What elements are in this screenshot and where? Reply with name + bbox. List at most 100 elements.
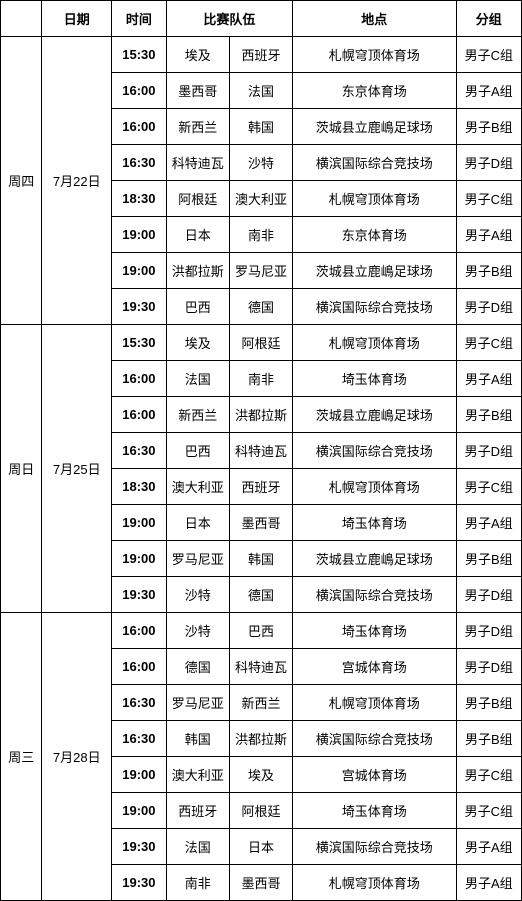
group-cell: 男子C组 (456, 757, 521, 793)
table-row: 周三7月28日16:00沙特巴西埼玉体育场男子D组 (1, 613, 522, 649)
group-cell: 男子D组 (456, 649, 521, 685)
team2-cell: 巴西 (229, 613, 292, 649)
date-cell: 7月25日 (42, 325, 112, 613)
group-cell: 男子A组 (456, 865, 521, 901)
team2-cell: 墨西哥 (229, 505, 292, 541)
team1-cell: 阿根廷 (166, 181, 229, 217)
team1-cell: 日本 (166, 217, 229, 253)
time-cell: 16:00 (112, 73, 166, 109)
group-cell: 男子B组 (456, 721, 521, 757)
time-cell: 19:00 (112, 541, 166, 577)
venue-cell: 埼玉体育场 (293, 793, 456, 829)
group-cell: 男子A组 (456, 73, 521, 109)
team1-cell: 埃及 (166, 37, 229, 73)
table-body: 周四7月22日15:30埃及西班牙札幌穹顶体育场男子C组16:00墨西哥法国东京… (1, 37, 522, 901)
venue-cell: 横滨国际综合竞技场 (293, 433, 456, 469)
team2-cell: 澳大利亚 (229, 181, 292, 217)
team2-cell: 南非 (229, 361, 292, 397)
team2-cell: 西班牙 (229, 37, 292, 73)
header-dow (1, 1, 42, 37)
team2-cell: 埃及 (229, 757, 292, 793)
team2-cell: 墨西哥 (229, 865, 292, 901)
team1-cell: 韩国 (166, 721, 229, 757)
venue-cell: 宫城体育场 (293, 757, 456, 793)
header-time: 时间 (112, 1, 166, 37)
group-cell: 男子A组 (456, 505, 521, 541)
venue-cell: 埼玉体育场 (293, 613, 456, 649)
day-of-week: 周日 (1, 325, 42, 613)
venue-cell: 横滨国际综合竞技场 (293, 577, 456, 613)
team2-cell: 洪都拉斯 (229, 721, 292, 757)
team2-cell: 韩国 (229, 541, 292, 577)
team1-cell: 法国 (166, 829, 229, 865)
team1-cell: 新西兰 (166, 397, 229, 433)
venue-cell: 茨城县立鹿嶋足球场 (293, 109, 456, 145)
time-cell: 19:00 (112, 757, 166, 793)
team1-cell: 新西兰 (166, 109, 229, 145)
team1-cell: 巴西 (166, 433, 229, 469)
team1-cell: 沙特 (166, 613, 229, 649)
time-cell: 15:30 (112, 37, 166, 73)
time-cell: 16:00 (112, 649, 166, 685)
time-cell: 18:30 (112, 181, 166, 217)
header-teams: 比赛队伍 (166, 1, 292, 37)
table-row: 周四7月22日15:30埃及西班牙札幌穹顶体育场男子C组 (1, 37, 522, 73)
time-cell: 16:30 (112, 721, 166, 757)
date-cell: 7月22日 (42, 37, 112, 325)
team1-cell: 澳大利亚 (166, 757, 229, 793)
team2-cell: 阿根廷 (229, 325, 292, 361)
venue-cell: 宫城体育场 (293, 649, 456, 685)
team1-cell: 罗马尼亚 (166, 541, 229, 577)
team1-cell: 科特迪瓦 (166, 145, 229, 181)
group-cell: 男子A组 (456, 361, 521, 397)
team2-cell: 科特迪瓦 (229, 649, 292, 685)
venue-cell: 埼玉体育场 (293, 361, 456, 397)
team2-cell: 法国 (229, 73, 292, 109)
venue-cell: 茨城县立鹿嶋足球场 (293, 253, 456, 289)
venue-cell: 札幌穹顶体育场 (293, 181, 456, 217)
header-venue: 地点 (293, 1, 456, 37)
time-cell: 15:30 (112, 325, 166, 361)
group-cell: 男子D组 (456, 613, 521, 649)
group-cell: 男子B组 (456, 685, 521, 721)
time-cell: 19:00 (112, 253, 166, 289)
group-cell: 男子B组 (456, 109, 521, 145)
group-cell: 男子B组 (456, 397, 521, 433)
group-cell: 男子A组 (456, 217, 521, 253)
day-of-week: 周三 (1, 613, 42, 901)
team2-cell: 德国 (229, 289, 292, 325)
time-cell: 16:00 (112, 613, 166, 649)
team1-cell: 法国 (166, 361, 229, 397)
header-group: 分组 (456, 1, 521, 37)
venue-cell: 札幌穹顶体育场 (293, 865, 456, 901)
time-cell: 19:30 (112, 865, 166, 901)
group-cell: 男子D组 (456, 433, 521, 469)
team1-cell: 西班牙 (166, 793, 229, 829)
time-cell: 16:00 (112, 361, 166, 397)
date-cell: 7月28日 (42, 613, 112, 901)
team2-cell: 罗马尼亚 (229, 253, 292, 289)
time-cell: 19:30 (112, 577, 166, 613)
time-cell: 16:30 (112, 685, 166, 721)
group-cell: 男子C组 (456, 181, 521, 217)
group-cell: 男子D组 (456, 145, 521, 181)
time-cell: 19:00 (112, 793, 166, 829)
team2-cell: 西班牙 (229, 469, 292, 505)
time-cell: 19:00 (112, 217, 166, 253)
time-cell: 19:30 (112, 829, 166, 865)
schedule-table: 日期 时间 比赛队伍 地点 分组 周四7月22日15:30埃及西班牙札幌穹顶体育… (0, 0, 522, 901)
venue-cell: 茨城县立鹿嶋足球场 (293, 541, 456, 577)
team2-cell: 韩国 (229, 109, 292, 145)
table-row: 周日7月25日15:30埃及阿根廷札幌穹顶体育场男子C组 (1, 325, 522, 361)
table-header: 日期 时间 比赛队伍 地点 分组 (1, 1, 522, 37)
team2-cell: 阿根廷 (229, 793, 292, 829)
time-cell: 19:30 (112, 289, 166, 325)
group-cell: 男子B组 (456, 541, 521, 577)
team1-cell: 罗马尼亚 (166, 685, 229, 721)
group-cell: 男子C组 (456, 793, 521, 829)
team1-cell: 澳大利亚 (166, 469, 229, 505)
team1-cell: 巴西 (166, 289, 229, 325)
time-cell: 19:00 (112, 505, 166, 541)
team1-cell: 日本 (166, 505, 229, 541)
time-cell: 16:30 (112, 145, 166, 181)
